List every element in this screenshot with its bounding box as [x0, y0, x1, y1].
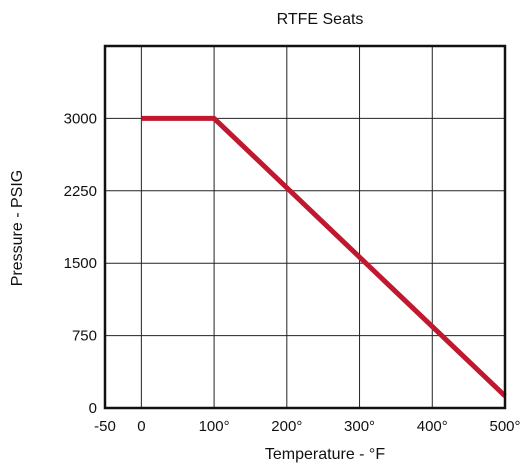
x-axis-label: Temperature - °F — [265, 446, 385, 463]
x-tick-label-3: 200° — [271, 418, 302, 435]
series-layer — [141, 115, 507, 398]
x-tick-labels: -50 0 100° 200° 300° 400° 500° — [94, 418, 520, 435]
x-tick-label-5: 400° — [417, 418, 448, 435]
plot-frame — [103, 44, 507, 410]
y-tick-label-0: 0 — [89, 400, 97, 417]
grid — [105, 46, 505, 408]
x-tick-label-1: 0 — [137, 418, 145, 435]
x-tick-label-0: -50 — [94, 418, 116, 435]
y-axis-label: Pressure - PSIG — [9, 170, 26, 286]
y-tick-label-3: 2250 — [64, 183, 97, 200]
y-tick-label-4: 3000 — [64, 110, 97, 127]
series-line-0 — [141, 115, 507, 398]
chart-title: RTFE Seats — [277, 11, 364, 28]
x-tick-label-2: 100° — [199, 418, 230, 435]
y-tick-label-2: 1500 — [64, 255, 97, 272]
y-tick-labels: 0 750 1500 2250 3000 — [64, 110, 97, 417]
y-tick-label-1: 750 — [72, 328, 97, 345]
x-tick-label-6: 500° — [489, 418, 520, 435]
x-tick-label-4: 300° — [344, 418, 375, 435]
